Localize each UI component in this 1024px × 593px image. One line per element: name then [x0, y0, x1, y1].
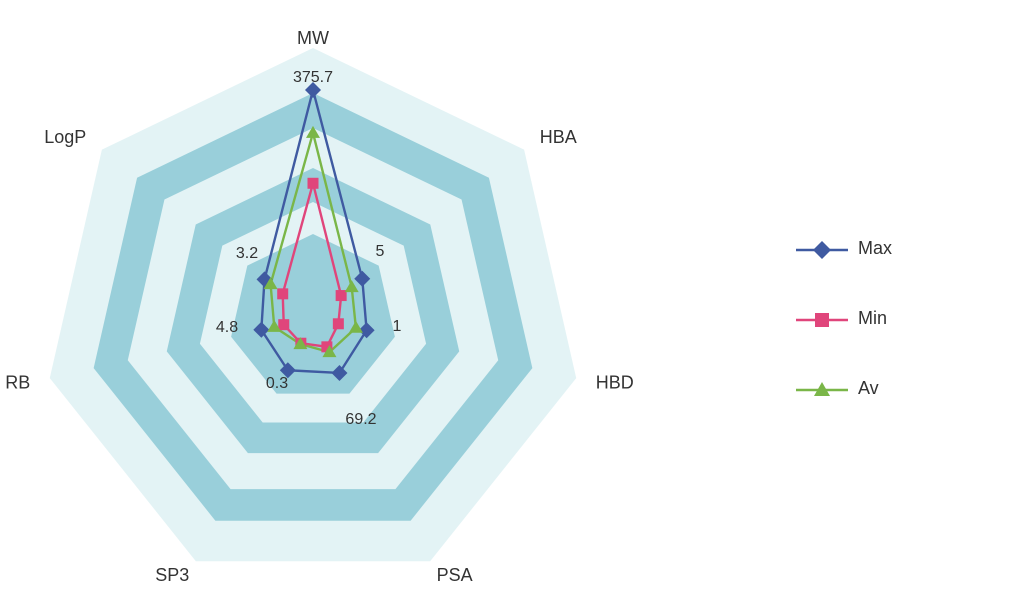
value-label-mw: 375.7 — [293, 69, 333, 86]
point-max-rb — [253, 321, 270, 338]
value-label-psa: 69.2 — [345, 411, 376, 428]
point-max-sp3 — [279, 362, 296, 379]
legend-item-av: Av — [794, 372, 954, 442]
point-av-sp3 — [293, 337, 308, 350]
axis-label-mw: MW — [297, 28, 329, 48]
point-max-hba — [354, 270, 371, 287]
axis-label-rb: RB — [5, 373, 30, 393]
legend-marker-min — [796, 313, 848, 327]
axis-label-psa: PSA — [437, 565, 473, 585]
legend-label-min: Min — [858, 308, 888, 328]
point-max-mw — [305, 82, 321, 98]
radar-band-6 — [231, 234, 395, 394]
value-label-logp: 3.2 — [236, 245, 258, 262]
legend-marker-av — [796, 382, 848, 396]
point-min-rb — [278, 319, 290, 331]
axis-labels: MW HBA HBD PSA SP3 RB LogP — [5, 28, 633, 585]
legend-item-max: Max — [794, 232, 954, 302]
point-av-logp — [263, 277, 278, 290]
axis-label-hba: HBA — [540, 127, 577, 147]
point-min-hbd — [332, 318, 344, 330]
point-max-psa — [331, 364, 348, 381]
point-av-psa — [322, 345, 337, 358]
point-av-mw — [306, 125, 320, 138]
radar-bands — [49, 48, 577, 562]
axis-label-hbd: HBD — [596, 373, 634, 393]
value-labels: 375.7 5 1 69.2 0.3 4.8 3.2 — [216, 69, 402, 428]
series-line-av — [269, 131, 358, 354]
series-line-max — [260, 88, 368, 375]
legend-label-max: Max — [858, 238, 893, 258]
axis-label-logp: LogP — [44, 127, 86, 147]
point-av-hba — [344, 280, 359, 293]
point-min-logp — [277, 288, 289, 300]
point-av-hbd — [348, 320, 363, 333]
point-min-mw — [307, 177, 319, 189]
point-max-hbd — [358, 322, 375, 339]
value-label-hba: 5 — [376, 243, 385, 260]
point-av-rb — [267, 319, 282, 332]
series-markers — [253, 82, 375, 381]
legend-item-min: Min — [794, 302, 954, 372]
value-label-sp3: 0.3 — [266, 375, 288, 392]
legend: Max Min Av — [794, 232, 954, 442]
point-min-hba — [335, 290, 347, 302]
axis-label-sp3: SP3 — [155, 565, 189, 585]
value-label-hbd: 1 — [393, 318, 402, 335]
value-label-rb: 4.8 — [216, 319, 238, 336]
legend-marker-max — [796, 241, 848, 259]
legend-label-av: Av — [858, 378, 879, 398]
point-min-psa — [321, 341, 333, 353]
